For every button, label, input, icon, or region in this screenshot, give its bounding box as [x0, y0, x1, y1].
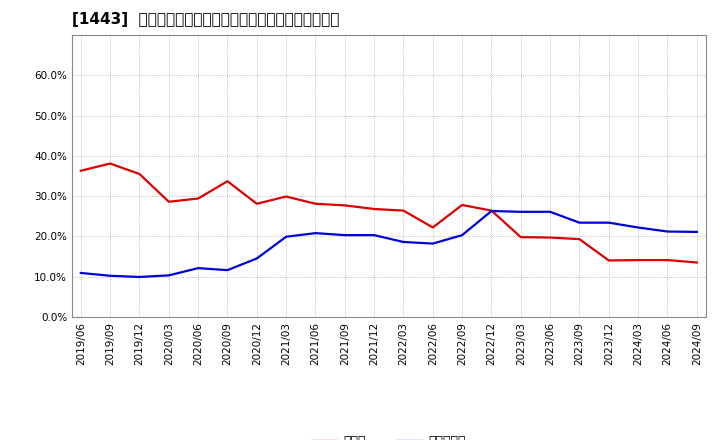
現預金 — [546, 235, 554, 240]
有利子負債 — [663, 229, 672, 234]
有利子負債 — [282, 234, 290, 239]
現預金 — [428, 225, 437, 230]
有利子負債 — [399, 239, 408, 245]
有利子負債 — [487, 209, 496, 214]
有利子負債 — [693, 229, 701, 235]
有利子負債 — [76, 270, 85, 275]
現預金 — [575, 237, 584, 242]
Text: [1443]  現預金、有利子負債の総資産に対する比率の推移: [1443] 現預金、有利子負債の総資産に対する比率の推移 — [72, 12, 339, 27]
有利子負債 — [164, 273, 173, 278]
有利子負債 — [634, 225, 642, 230]
現預金 — [663, 257, 672, 263]
Legend: 現預金, 有利子負債: 現預金, 有利子負債 — [307, 430, 471, 440]
有利子負債 — [223, 268, 232, 273]
現預金 — [399, 208, 408, 213]
現預金 — [634, 257, 642, 263]
有利子負債 — [575, 220, 584, 225]
Line: 現預金: 現預金 — [81, 164, 697, 263]
有利子負債 — [106, 273, 114, 279]
現預金 — [282, 194, 290, 199]
現預金 — [76, 168, 85, 173]
有利子負債 — [135, 274, 144, 279]
現預金 — [164, 199, 173, 205]
有利子負債 — [253, 256, 261, 261]
現預金 — [605, 258, 613, 263]
有利子負債 — [428, 241, 437, 246]
現預金 — [223, 179, 232, 184]
有利子負債 — [370, 232, 379, 238]
有利子負債 — [458, 232, 467, 238]
現預金 — [106, 161, 114, 166]
現預金 — [194, 196, 202, 201]
有利子負債 — [516, 209, 525, 214]
有利子負債 — [194, 265, 202, 271]
現預金 — [370, 206, 379, 212]
現預金 — [311, 201, 320, 206]
Line: 有利子負債: 有利子負債 — [81, 211, 697, 277]
有利子負債 — [311, 231, 320, 236]
有利子負債 — [605, 220, 613, 225]
現預金 — [253, 201, 261, 206]
現預金 — [693, 260, 701, 265]
現預金 — [487, 208, 496, 213]
有利子負債 — [341, 232, 349, 238]
有利子負債 — [546, 209, 554, 214]
現預金 — [135, 171, 144, 176]
現預金 — [516, 235, 525, 240]
現預金 — [341, 203, 349, 208]
現預金 — [458, 202, 467, 208]
